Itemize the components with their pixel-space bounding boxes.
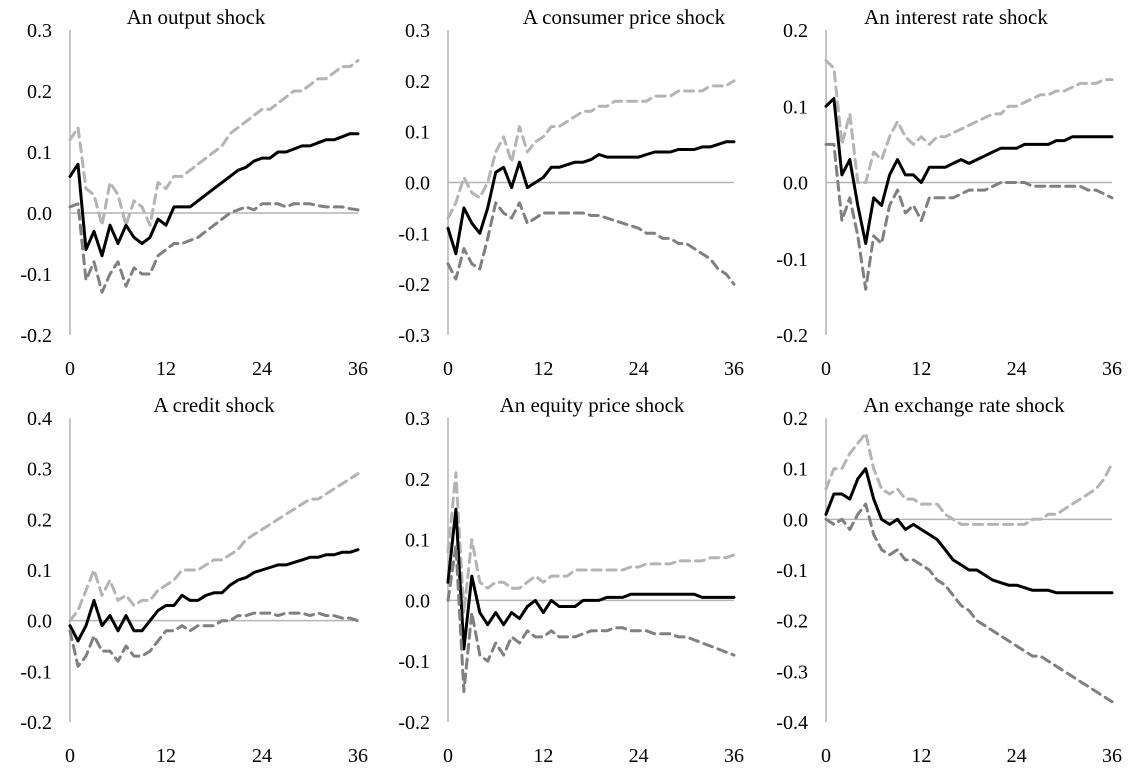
chart-title: An output shock — [127, 5, 266, 29]
y-tick-label: 0.1 — [405, 530, 430, 552]
series-upper-line — [824, 59, 1114, 184]
x-tick-label: 0 — [443, 745, 453, 767]
y-tick-label: 0.3 — [27, 20, 52, 42]
series-lower-line — [446, 544, 736, 694]
x-tick-label: 36 — [1102, 745, 1122, 767]
y-tick-label: 0.2 — [405, 71, 430, 93]
y-tick-label: -0.1 — [776, 249, 808, 271]
x-tick-label: 24 — [629, 358, 649, 380]
chart-panel-2: A consumer price shock -0.3 -0.2 -0.1 0.0 0.1… — [398, 5, 744, 380]
y-tick-label: -0.3 — [398, 325, 430, 347]
x-tick-label: 36 — [348, 745, 368, 767]
series-lower-line — [824, 142, 1114, 291]
y-tick-label: 0.4 — [27, 408, 52, 430]
y-tick-label: 0.0 — [27, 203, 52, 225]
y-tick-label: 0.2 — [783, 408, 808, 430]
x-tick-label: 0 — [443, 358, 453, 380]
x-tick-label: 24 — [629, 745, 649, 767]
x-tick-label: 0 — [65, 745, 75, 767]
series-lower-line — [68, 611, 360, 668]
x-tick-label: 0 — [821, 745, 831, 767]
x-tick-label: 12 — [533, 358, 553, 380]
y-tick-label: -0.2 — [398, 274, 430, 296]
x-tick-label: 24 — [1007, 745, 1027, 767]
x-tick-label: 12 — [156, 745, 176, 767]
y-tick-label: 0.2 — [405, 469, 430, 491]
series-upper-line — [68, 59, 360, 227]
y-tick-label: -0.1 — [20, 264, 52, 286]
chart-title: A consumer price shock — [523, 5, 726, 29]
y-tick-label: -0.2 — [776, 611, 808, 633]
x-tick-label: 24 — [252, 358, 272, 380]
series-point-line — [68, 548, 360, 643]
y-tick-label: -0.1 — [776, 560, 808, 582]
series-point-line — [446, 507, 736, 651]
chart-title: An exchange rate shock — [863, 393, 1065, 417]
y-tick-label: 0.3 — [27, 459, 52, 481]
y-tick-label: -0.2 — [398, 712, 430, 734]
y-tick-label: -0.1 — [398, 223, 430, 245]
chart-title: A credit shock — [153, 393, 275, 417]
x-tick-label: 36 — [1102, 358, 1122, 380]
x-tick-label: 36 — [724, 358, 744, 380]
x-tick-label: 12 — [911, 358, 931, 380]
series-point-line — [68, 132, 360, 258]
y-tick-label: 0.3 — [405, 408, 430, 430]
series-lower-line — [68, 202, 360, 294]
y-tick-label: 0.0 — [405, 173, 430, 195]
y-tick-label: -0.2 — [20, 325, 52, 347]
y-tick-label: 0.0 — [783, 509, 808, 531]
y-tick-label: 0.0 — [27, 611, 52, 633]
y-tick-label: -0.2 — [20, 712, 52, 734]
series-lower-line — [446, 201, 736, 286]
y-tick-label: 0.1 — [783, 459, 808, 481]
series-point-line — [446, 140, 736, 256]
series-point-line — [824, 97, 1114, 245]
x-tick-label: 0 — [821, 358, 831, 380]
series-upper-line — [446, 79, 736, 220]
x-tick-label: 24 — [1007, 358, 1027, 380]
x-tick-label: 24 — [252, 745, 272, 767]
y-tick-label: -0.4 — [776, 712, 808, 734]
x-tick-label: 36 — [724, 745, 744, 767]
y-tick-label: 0.0 — [405, 590, 430, 612]
chart-panel-6: An exchange rate shock -0.4 -0.3 -0.2 -0.1 0.… — [776, 393, 1122, 767]
y-tick-label: 0.0 — [783, 173, 808, 195]
chart-panel-4: A credit shock -0.2 -0.1 0.0 0.1 0.2 0.3 0.4 0 12… — [20, 393, 368, 767]
chart-panel-1: An output shock -0.2 -0.1 0.0 0.1 0.2 0.3 0 12 24… — [20, 5, 368, 380]
chart-panel-5: An equity price shock -0.2 -0.1 0.0 0.1 0.2 0.… — [398, 393, 744, 767]
chart-title: An equity price shock — [500, 393, 685, 417]
series-point-line — [824, 467, 1114, 595]
y-tick-label: 0.1 — [27, 560, 52, 582]
x-tick-label: 12 — [911, 745, 931, 767]
x-tick-label: 36 — [348, 358, 368, 380]
series-upper-line — [446, 471, 736, 615]
y-tick-label: -0.3 — [776, 661, 808, 683]
y-tick-label: 0.1 — [405, 122, 430, 144]
y-tick-label: -0.1 — [398, 651, 430, 673]
y-tick-label: 0.3 — [405, 20, 430, 42]
y-tick-label: -0.2 — [776, 325, 808, 347]
series-upper-line — [824, 431, 1114, 526]
y-tick-label: 0.1 — [27, 142, 52, 164]
y-tick-label: 0.2 — [27, 81, 52, 103]
y-tick-label: -0.1 — [20, 661, 52, 683]
y-tick-label: 0.1 — [783, 96, 808, 118]
series-upper-line — [68, 472, 360, 623]
x-tick-label: 12 — [533, 745, 553, 767]
series-lower-line — [824, 502, 1114, 704]
x-tick-label: 12 — [156, 358, 176, 380]
y-tick-label: 0.2 — [783, 20, 808, 42]
x-tick-label: 0 — [65, 358, 75, 380]
chart-panel-3: An interest rate shock -0.2 -0.1 0.0 0.1 0.2 0… — [776, 5, 1122, 380]
y-tick-label: 0.2 — [27, 509, 52, 531]
chart-title: An interest rate shock — [864, 5, 1048, 29]
